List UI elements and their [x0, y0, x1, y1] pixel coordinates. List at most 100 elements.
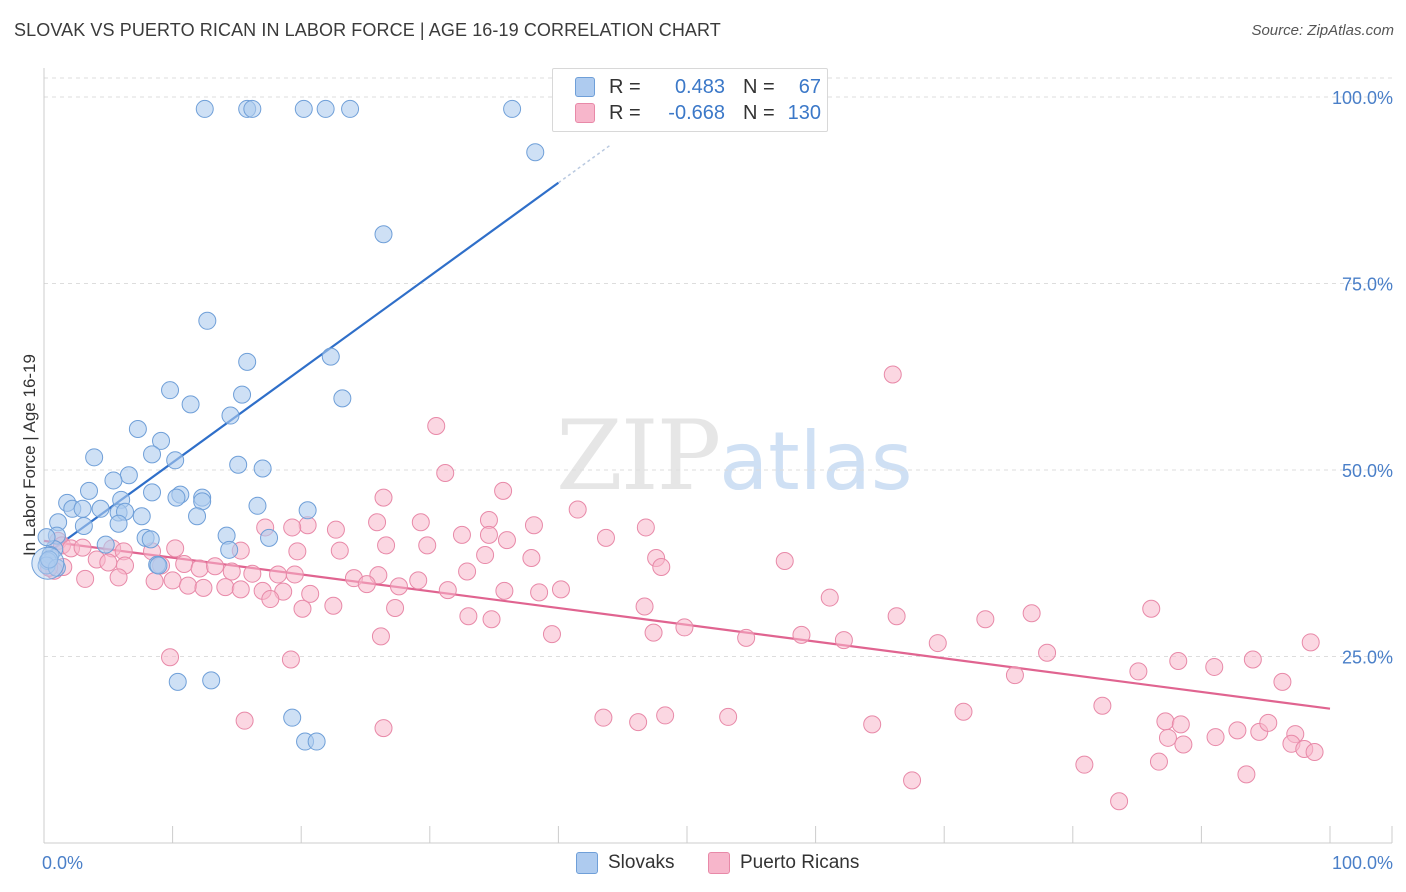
legend-row-slovaks: R = 0.483 N = 67: [575, 75, 821, 99]
puerto-rican-point: [235, 711, 254, 730]
x-tick-label: 100.0%: [1332, 853, 1393, 873]
slovak-point: [149, 556, 168, 575]
puerto-rican-point: [99, 553, 118, 572]
puerto-rican-point: [409, 571, 428, 590]
slovak-point: [260, 528, 279, 547]
slovak-point: [341, 99, 360, 118]
puerto-rican-point: [1149, 752, 1168, 771]
puerto-rican-point: [1022, 604, 1041, 623]
slovak-point: [374, 225, 393, 244]
puerto-rican-point: [1129, 662, 1148, 681]
puerto-rican-point: [243, 564, 262, 583]
puerto-rican-point: [161, 648, 180, 667]
slovak-point: [161, 381, 180, 400]
puerto-rican-point: [261, 590, 280, 609]
slovak-point: [229, 455, 248, 474]
puerto-rican-point: [427, 416, 446, 435]
puerto-rican-point: [269, 565, 288, 584]
puerto-rican-point: [190, 559, 209, 578]
slovak-point: [526, 143, 545, 162]
legend-r-label: R =: [609, 101, 641, 124]
legend-n-label: N =: [743, 101, 775, 124]
puerto-rican-point: [775, 552, 794, 571]
bottom-legend-label: Puerto Ricans: [740, 852, 860, 873]
slovak-point: [307, 732, 326, 751]
puerto-rican-point: [458, 562, 477, 581]
puerto-rican-point: [285, 565, 304, 584]
watermark-zip: ZIP: [556, 400, 721, 512]
puerto-rican-point: [719, 707, 738, 726]
slovak-point: [141, 530, 160, 549]
puerto-rican-point: [374, 488, 393, 507]
slovak-point: [321, 347, 340, 366]
y-tick-label: 75.0%: [1342, 275, 1393, 295]
legend-row-puerto-ricans: R = -0.668 N = 130: [575, 101, 821, 125]
slovak-point: [166, 451, 185, 470]
puerto-rican-point: [1206, 728, 1225, 747]
puerto-rican-point: [522, 549, 541, 568]
slovaks-points: [31, 99, 545, 751]
slovak-point: [37, 528, 56, 547]
puerto-rican-point: [145, 572, 164, 591]
puerto-rican-point: [594, 708, 613, 727]
slovak-point: [198, 311, 217, 330]
puerto-rican-point: [497, 531, 516, 550]
puerto-rican-point: [438, 581, 457, 600]
puerto-rican-point: [281, 650, 300, 669]
puerto-rican-point: [222, 562, 241, 581]
puerto-rican-point: [283, 518, 302, 537]
y-tick-label: 50.0%: [1342, 461, 1393, 481]
slovak-point: [109, 514, 128, 533]
slovak-trend-extension: [557, 144, 611, 184]
slovak-point: [221, 406, 240, 425]
puerto-rican-point: [330, 541, 349, 560]
y-tick-label: 25.0%: [1342, 648, 1393, 668]
puerto-rican-point: [1169, 651, 1188, 670]
puerto-rican-point: [231, 580, 250, 599]
source-label: Source: ZipAtlas.com: [1251, 22, 1394, 39]
puerto-rican-point: [389, 577, 408, 596]
puerto-rican-point: [494, 481, 513, 500]
legend-n-value: 67: [798, 75, 821, 98]
puerto-rican-point: [887, 607, 906, 626]
bottom-legend-puerto-ricans: Puerto Ricans: [708, 852, 859, 874]
puerto-rican-point: [76, 569, 95, 588]
slovak-point: [248, 496, 267, 515]
puerto-rican-point: [377, 536, 396, 555]
puerto-rican-point: [301, 584, 320, 603]
slovak-point: [503, 99, 522, 118]
slovak-point: [195, 99, 214, 118]
puerto-rican-point: [629, 713, 648, 732]
puerto-rican-point: [288, 542, 307, 561]
puerto-rican-point: [374, 719, 393, 738]
slovak-point: [91, 499, 110, 518]
puerto-rican-point: [652, 557, 671, 576]
puerto-rican-point: [386, 599, 405, 618]
puerto-rican-point: [1110, 792, 1129, 811]
puerto-rican-point: [1171, 715, 1190, 734]
puerto-rican-point: [1038, 643, 1057, 662]
puerto-rican-points: [40, 365, 1324, 811]
slovak-point: [40, 550, 59, 569]
slovak-point: [80, 481, 99, 500]
slovak-point: [188, 507, 207, 526]
slovak-trend-line: [43, 181, 560, 557]
correlation-legend: R = 0.483 N = 67 R = -0.668 N = 130: [552, 68, 828, 132]
puerto-rican-point: [418, 536, 437, 555]
bottom-legend-label: Slovaks: [608, 852, 675, 873]
legend-n-value: 130: [787, 101, 821, 124]
legend-r-value: 0.483: [674, 75, 725, 98]
puerto-rican-point: [834, 631, 853, 650]
puerto-rican-point: [175, 554, 194, 573]
watermark-atlas: atlas: [719, 415, 913, 508]
puerto-rican-point: [1156, 712, 1175, 731]
puerto-rican-point: [1174, 735, 1193, 754]
axes: [43, 68, 1393, 844]
slovak-point: [104, 471, 123, 490]
puerto-rican-point: [73, 538, 92, 557]
puerto-rican-point: [530, 583, 549, 602]
y-axis-label: In Labor Force | Age 16-19: [20, 354, 39, 556]
puerto-rican-point: [166, 539, 185, 558]
slovak-point: [253, 459, 272, 478]
